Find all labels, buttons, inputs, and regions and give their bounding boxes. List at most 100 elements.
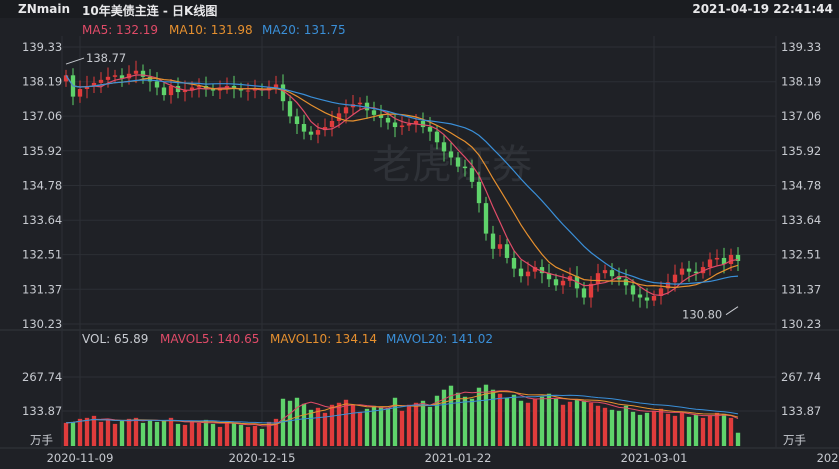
volume-bar [434, 395, 440, 446]
price-tick-left: 132.51 [22, 248, 62, 262]
volume-bar [539, 396, 545, 446]
candle-body [483, 203, 489, 234]
volume-bar [259, 428, 265, 446]
volume-bar [147, 419, 153, 446]
price-tick-left: 130.23 [22, 317, 62, 331]
axes: 139.33 139.33 138.19 138.19 137.06 137.06 135.… [22, 40, 839, 465]
volume-bar [217, 426, 223, 446]
ma10-legend: MA10: 131.98 [169, 23, 253, 37]
volume-bar [336, 402, 342, 446]
ma-lines [65, 74, 739, 427]
candle-body [154, 81, 160, 88]
candle-body [609, 270, 615, 277]
price-tick-right: 133.64 [781, 213, 821, 227]
volume-bar [308, 409, 314, 446]
candle-body [336, 113, 342, 121]
candle-body [105, 76, 111, 80]
candle-body [245, 90, 251, 92]
candle-body [518, 268, 524, 277]
volume-bar [420, 400, 426, 446]
volume-bar [700, 417, 706, 446]
volume-bar [406, 404, 412, 446]
candle-body [413, 120, 419, 125]
low-annotation: 130.80 [682, 308, 722, 322]
volume-unit-right: 万手 [783, 433, 806, 447]
candle-body [455, 157, 461, 167]
candle-body [595, 273, 601, 284]
volume-bar [343, 399, 349, 446]
candle-body [91, 82, 97, 86]
candle-body [714, 257, 720, 260]
candle-body [637, 294, 643, 298]
mavol20-line [65, 394, 739, 424]
candle-body [357, 102, 363, 105]
candle-body [294, 116, 300, 125]
volume-bar [651, 410, 657, 446]
price-tick-left: 134.78 [22, 179, 62, 193]
candle-body [378, 114, 384, 118]
volume-bar [525, 402, 531, 446]
price-tick-right: 139.33 [781, 40, 821, 54]
volume-bar [567, 401, 573, 446]
ma20-legend: MA20: 131.75 [262, 23, 346, 37]
mavol10-legend: MAVOL10: 134.14 [270, 332, 378, 346]
low-annotation-line [725, 306, 739, 316]
volume-bar [693, 414, 699, 446]
candle-body [504, 244, 510, 258]
volume-tick-left: 267.74 [22, 370, 62, 384]
candle-body [679, 268, 685, 275]
price-tick-right: 135.92 [781, 144, 821, 158]
volume-bar [560, 404, 566, 446]
candle-body [616, 276, 622, 280]
candle-body [224, 85, 230, 88]
candle-body [497, 244, 503, 249]
candle-body [532, 267, 538, 272]
volume-unit-left: 万手 [30, 433, 53, 447]
volume-bar [392, 397, 398, 446]
candle-body [301, 124, 307, 132]
candle-body [644, 297, 650, 301]
candle-body [287, 101, 293, 117]
volume-bar [126, 418, 132, 446]
volume-bar [427, 406, 433, 446]
volume-bar [154, 421, 160, 446]
candle-body [392, 122, 398, 128]
mavol5-legend: MAVOL5: 140.65 [160, 332, 260, 346]
volume-bar [413, 402, 419, 446]
candle-body [434, 131, 440, 143]
volume-bar [294, 397, 300, 446]
volume-bar [511, 394, 517, 446]
candle-body [651, 295, 657, 301]
price-tick-left: 131.37 [22, 282, 62, 296]
volume-bar [63, 422, 69, 446]
volume-bar [273, 418, 279, 446]
price-tick-left: 137.06 [22, 109, 62, 123]
volume-bar [518, 400, 524, 446]
date-tick: 2021-01-22 [425, 451, 492, 465]
volume-bar [595, 405, 601, 446]
volume-bar [490, 389, 496, 446]
candle-body [462, 166, 468, 169]
volume-bar [735, 432, 741, 446]
candle-body [672, 274, 678, 283]
candle-body [140, 70, 146, 77]
volume-bar [196, 422, 202, 446]
price-tick-right: 138.19 [781, 75, 821, 89]
symbol-label: ZNmain [18, 2, 71, 16]
header-bar: ZNmain 10年美债主连 - 日K线图 2021-04-19 22:41:4… [0, 0, 839, 18]
candle-body [686, 268, 692, 272]
price-tick-right: 131.37 [781, 282, 821, 296]
candle-body [98, 79, 104, 83]
volume-bar [371, 405, 377, 446]
volume-bar [658, 408, 664, 446]
price-tick-right: 137.06 [781, 109, 821, 123]
ma5-legend: MA5: 132.19 [82, 23, 159, 37]
date-tick: 2020-12-15 [229, 451, 296, 465]
volume-bar [686, 416, 692, 446]
volume-bar [301, 403, 307, 446]
candle-body [161, 87, 167, 96]
candle-body [385, 117, 391, 123]
candle-body [147, 76, 153, 82]
volume-bar [581, 400, 587, 446]
